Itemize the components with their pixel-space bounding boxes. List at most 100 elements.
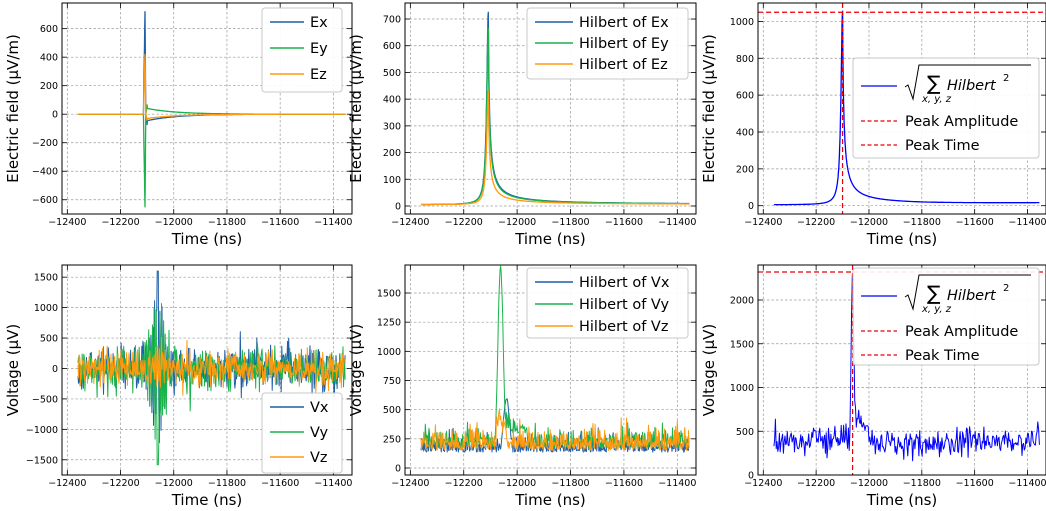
- legend-label: Vz: [310, 450, 328, 466]
- x-tick-label: −11800: [903, 217, 941, 228]
- x-tick-label: −12000: [155, 478, 193, 489]
- y-tick-label: −1000: [26, 425, 58, 436]
- y-tick-label: 1500: [377, 289, 401, 300]
- y-tick-label: 200: [383, 148, 401, 159]
- legend-box: [261, 392, 343, 474]
- x-tick-label: −11400: [314, 217, 352, 228]
- series-line: [420, 90, 690, 206]
- y-tick-label: 500: [383, 68, 401, 79]
- legend-box: [526, 7, 689, 80]
- y-tick-label: 600: [736, 91, 754, 102]
- axes-frame: [61, 264, 353, 476]
- x-tick-label: −12200: [101, 478, 139, 489]
- x-tick-label: −11400: [658, 478, 696, 489]
- legend: Vx Vy Vz: [261, 392, 343, 474]
- x-tick-label: −11600: [605, 217, 643, 228]
- y-tick-label: 700: [383, 15, 401, 26]
- x-tick-label: −12000: [850, 478, 888, 489]
- y-axis-label: Electric field (μV/m): [347, 34, 365, 183]
- y-tick-label: 200: [40, 81, 58, 92]
- x-axis-label: Time (ns): [171, 230, 243, 248]
- formula-exponent: 2: [1003, 283, 1009, 294]
- x-tick-label: −12200: [797, 478, 835, 489]
- y-tick-label: 500: [736, 427, 754, 438]
- series-line: [773, 274, 1040, 462]
- x-tick-label: −12400: [391, 217, 429, 228]
- series-line: [420, 265, 690, 449]
- x-tick-label: −11400: [658, 217, 696, 228]
- panel-p11: −12400 −12200 −12000 −11800 −11600 −11400 −600…: [4, 2, 353, 248]
- y-tick-label: 600: [40, 24, 58, 35]
- y-tick-label: 300: [383, 121, 401, 132]
- series-line: [77, 53, 346, 121]
- legend-label: Peak Amplitude: [905, 114, 1018, 130]
- panel-p13: −12400 −12200 −12000 −11800 −11600 −11400 0 200…: [700, 2, 1046, 248]
- axes-frame: [757, 264, 1046, 476]
- x-tick-label: −12200: [101, 217, 139, 228]
- legend: Hilbert of Ex Hilbert of Ey Hilbert of Ez: [526, 7, 689, 80]
- series-line: [77, 336, 346, 396]
- x-tick-label: −12400: [744, 217, 782, 228]
- axes-frame: [404, 2, 697, 215]
- y-tick-label: 0: [52, 364, 58, 375]
- sqrt-icon: [904, 274, 1031, 311]
- x-tick-label: −11600: [261, 478, 299, 489]
- x-tick-label: −11400: [314, 478, 352, 489]
- legend-label: Peak Time: [905, 138, 980, 154]
- plot-area: [77, 10, 346, 208]
- x-tick-label: −12000: [498, 217, 536, 228]
- x-tick-label: −11800: [208, 478, 246, 489]
- y-tick-label: 400: [40, 53, 58, 64]
- legend-label: Ey: [310, 41, 328, 57]
- legend-label: Vx: [310, 400, 329, 416]
- panel-p12: −12400 −12200 −12000 −11800 −11600 −11400 0 100…: [347, 2, 697, 248]
- formula-term: Hilbert: [947, 288, 997, 304]
- y-tick-label: 1000: [730, 17, 754, 28]
- y-tick-label: 400: [383, 95, 401, 106]
- y-tick-label: −500: [32, 394, 58, 405]
- y-axis-label: Voltage (μV): [700, 324, 718, 417]
- x-tick-label: −11600: [956, 478, 994, 489]
- sqrt-icon: [904, 64, 1031, 101]
- sum-symbol: ∑: [927, 281, 941, 305]
- legend-box: [261, 7, 343, 93]
- y-tick-label: 0: [395, 464, 401, 475]
- legend-label: Hilbert of Ey: [579, 36, 669, 52]
- y-tick-label: −400: [32, 167, 58, 178]
- y-tick-label: 1500: [730, 339, 754, 350]
- y-tick-label: 750: [383, 376, 401, 387]
- y-tick-label: 1250: [377, 318, 401, 329]
- y-axis-label: Voltage (μV): [347, 324, 365, 417]
- x-tick-label: −12000: [850, 217, 888, 228]
- y-tick-label: 0: [748, 471, 754, 482]
- axes-frame: [61, 2, 353, 215]
- legend-label: Peak Amplitude: [905, 324, 1018, 340]
- plot-area: [420, 11, 690, 206]
- y-tick-label: 2000: [730, 296, 754, 307]
- x-tick-label: −12200: [797, 217, 835, 228]
- plot-area: [420, 265, 690, 453]
- x-tick-label: −11600: [605, 478, 643, 489]
- y-tick-label: 1000: [34, 303, 58, 314]
- y-tick-label: 600: [383, 41, 401, 52]
- y-tick-label: 1000: [730, 383, 754, 394]
- plot-area: [77, 270, 346, 466]
- legend-label: Hilbert of Vy: [579, 297, 669, 313]
- x-tick-label: −11800: [903, 478, 941, 489]
- x-tick-label: −11800: [208, 217, 246, 228]
- legend-box: [852, 57, 1040, 159]
- y-tick-label: −600: [32, 195, 58, 206]
- series-line: [420, 398, 690, 453]
- formula-exponent: 2: [1003, 73, 1009, 84]
- y-tick-label: −1500: [26, 455, 58, 466]
- y-axis-label: Electric field (μV/m): [4, 34, 22, 183]
- panel-p21: −12400 −12200 −12000 −11800 −11600 −11400 −150…: [4, 264, 353, 509]
- plot-area: [758, 3, 1046, 214]
- panel-p23: −12400 −12200 −12000 −11800 −11600 −11400 0 500…: [700, 264, 1046, 509]
- y-tick-label: 0: [395, 201, 401, 212]
- legend-label: Hilbert of Vx: [579, 275, 670, 291]
- x-tick-label: −12000: [155, 217, 193, 228]
- y-tick-label: 400: [736, 127, 754, 138]
